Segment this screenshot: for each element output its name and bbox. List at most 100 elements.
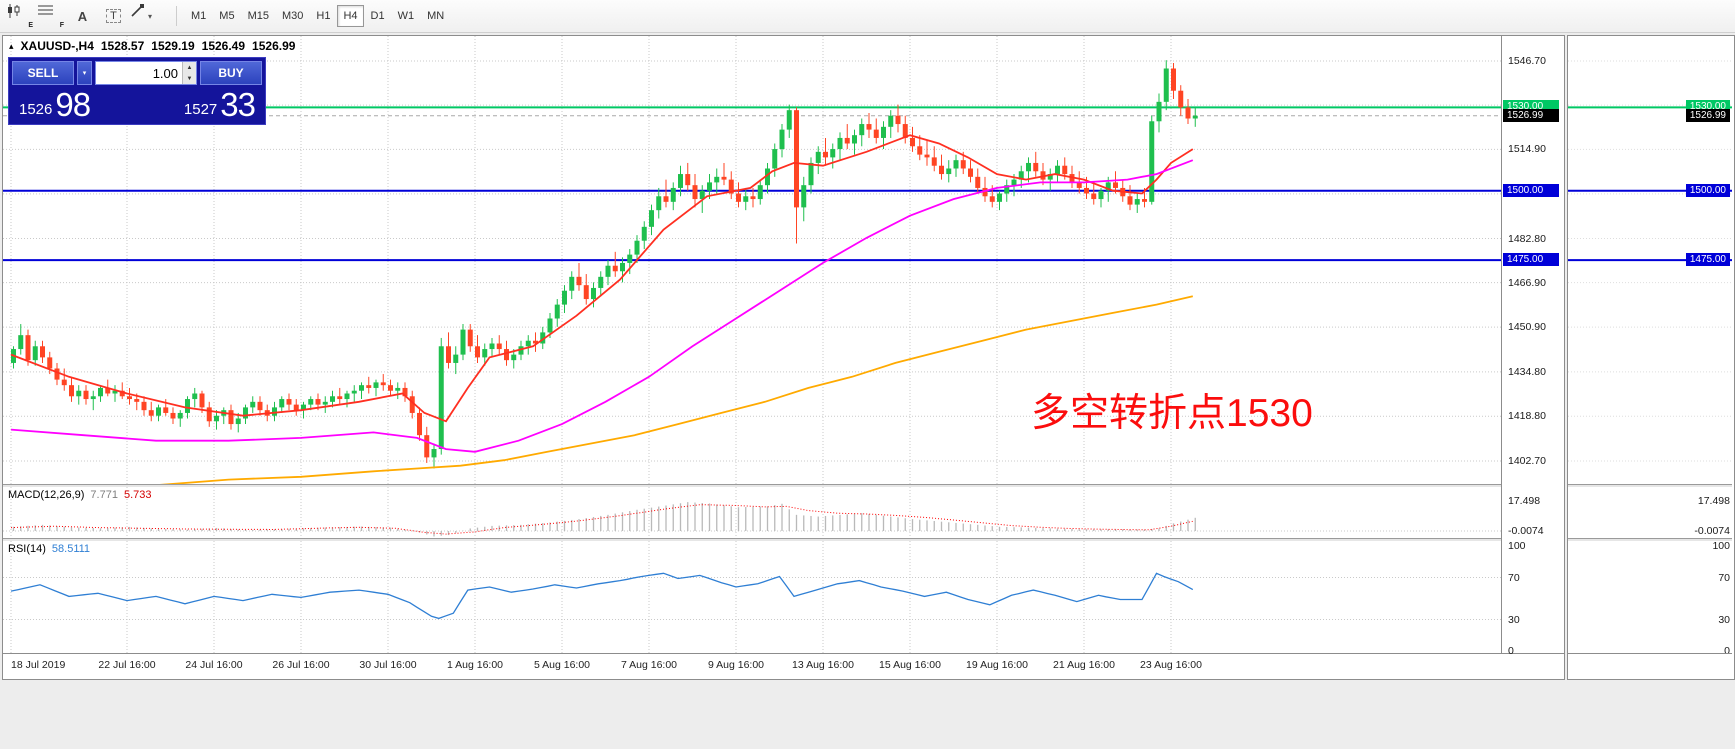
candlestick-chart-icon: [8, 4, 20, 18]
chart-grid-button[interactable]: F: [37, 3, 66, 29]
secondary-price-tag-1475.00: 1475.00: [1685, 253, 1730, 267]
time-axis[interactable]: 18 Jul 2019 22 Jul 16:00 24 Jul 16:00 26 Ju…: [3, 653, 1564, 679]
secondary-time-axis: [1568, 653, 1732, 679]
time-axis-label: 9 Aug 16:00: [707, 659, 765, 671]
macd-signal-line: [10, 504, 1193, 535]
chart-window-main[interactable]: ▴ XAUUSD-,H4 1528.57 1529.19 1526.49 152…: [2, 35, 1565, 680]
volume-up-icon[interactable]: ▲: [186, 64, 193, 71]
rsi-axis-label: 70: [1508, 571, 1520, 584]
symbol-header: ▴ XAUUSD-,H4 1528.57 1529.19 1526.49 152…: [9, 39, 295, 53]
volume-down-icon[interactable]: ▼: [186, 75, 193, 82]
tf-button-W1[interactable]: W1: [397, 10, 415, 22]
time-axis-label: 19 Aug 16:00: [966, 659, 1028, 671]
secondary-axis-labels: 1530.00 1500.00 1475.00 1526.99 17.498 -0.007…: [1568, 36, 1732, 657]
price-tag-1475.00: 1475.00: [1503, 253, 1559, 267]
price-axis-label: 1418.80: [1508, 410, 1546, 423]
time-axis-label: 7 Aug 16:00: [620, 659, 678, 671]
rsi-pane[interactable]: RSI(14) 58.5111: [3, 541, 1501, 653]
tf-button-M5[interactable]: M5: [219, 10, 235, 22]
sell-price-major: 1526: [19, 101, 53, 118]
chart-type-button[interactable]: E: [6, 3, 35, 29]
macd-axis-max: 17.498: [1508, 495, 1541, 508]
time-axis-label: 5 Aug 16:00: [533, 659, 591, 671]
ma-mid-line: [10, 159, 1194, 453]
rsi-axis-label: 0: [1508, 645, 1514, 657]
grid-icon: [38, 5, 53, 15]
price-pane[interactable]: ▴ XAUUSD-,H4 1528.57 1529.19 1526.49 152…: [3, 36, 1501, 484]
secondary-rsi-axis-label: 100: [1712, 540, 1730, 552]
time-axis-label: 18 Jul 2019: [11, 659, 66, 671]
time-axis-label: 26 Jul 16:00: [272, 659, 330, 671]
time-axis-label: 13 Aug 16:00: [792, 659, 854, 671]
price-axis-label: 1402.70: [1508, 455, 1546, 467]
label-tool-button[interactable]: T: [99, 3, 128, 29]
ohlc-high: 1529.19: [151, 39, 195, 53]
rsi-name: RSI(14): [8, 543, 46, 555]
candles: [11, 60, 1198, 469]
sell-button[interactable]: SELL: [12, 61, 74, 85]
price-axis[interactable]: 1546.70 1514.90 1482.80 1466.90 1450.90 1434.…: [1501, 36, 1564, 657]
buy-price[interactable]: 1527 33: [184, 86, 256, 123]
ma-fast-line: [10, 134, 1194, 423]
ma-slow-line: [159, 295, 1194, 484]
chart-annotation-text: 多空转折点1530: [1031, 392, 1313, 435]
main-chart-canvas[interactable]: [3, 36, 1501, 484]
chart-window-secondary[interactable]: 1530.00 1500.00 1475.00 1526.99 17.498 -0.007…: [1567, 35, 1735, 680]
macd-name: MACD(12,26,9): [8, 489, 85, 501]
tf-button-M1[interactable]: M1: [191, 10, 207, 22]
tf-button-M30[interactable]: M30: [281, 10, 304, 22]
time-axis-label: 23 Aug 16:00: [1140, 659, 1202, 671]
text-tool-button[interactable]: A: [68, 3, 97, 29]
time-axis-label: 21 Aug 16:00: [1053, 659, 1115, 671]
secondary-rsi-axis-label: 0: [1724, 645, 1730, 657]
ohlc-close: 1526.99: [252, 39, 296, 53]
tf-button-M15[interactable]: M15: [247, 10, 269, 22]
sell-price[interactable]: 1526 98: [19, 86, 91, 123]
time-axis-label: 30 Jul 16:00: [359, 659, 417, 671]
symbol-period-label: XAUUSD-,H4: [20, 39, 94, 53]
macd-pane[interactable]: MACD(12,26,9) 7.771 5.733: [3, 487, 1501, 538]
toolbar-separator: [176, 6, 177, 26]
pane-separator: [1568, 484, 1732, 487]
pane-separator[interactable]: [3, 484, 1564, 487]
buy-price-pips: 33: [220, 86, 256, 123]
macd-canvas: [3, 487, 1501, 538]
secondary-bid-tag: 1526.99: [1685, 109, 1730, 123]
price-axis-label: 1546.70: [1508, 55, 1546, 67]
draw-tool-caret: ▾: [147, 11, 152, 21]
macd-histogram: [12, 502, 1196, 537]
price-axis-label: 1450.90: [1508, 321, 1546, 334]
sell-price-pips: 98: [55, 86, 91, 123]
price-axis-label: 1466.90: [1508, 276, 1546, 289]
time-axis-label: 15 Aug 16:00: [879, 659, 941, 671]
price-axis-label: 1434.80: [1508, 365, 1546, 378]
one-click-toggle-icon[interactable]: ▴: [9, 40, 14, 51]
rsi-axis-label: 30: [1508, 613, 1520, 626]
macd-signal-value: 5.733: [123, 489, 152, 501]
volume-input[interactable]: [96, 62, 182, 84]
secondary-macd-axis-max: 17.498: [1697, 495, 1730, 508]
tf-button-H1[interactable]: H1: [316, 10, 331, 22]
time-axis-label: 1 Aug 16:00: [446, 659, 504, 671]
secondary-chart-canvas: [1568, 60, 1732, 462]
buy-button[interactable]: BUY: [200, 61, 262, 85]
ohlc-low: 1526.49: [201, 39, 246, 53]
time-axis-label: 22 Jul 16:00: [98, 659, 156, 671]
main-toolbar: E F A T ▾ M1 M5 M15 M30 H1 H4 D1 W1 MN: [0, 0, 1735, 33]
price-axis-label: 1514.90: [1508, 143, 1546, 156]
pencil-line-icon: [131, 4, 144, 17]
tf-button-D1[interactable]: D1: [370, 10, 385, 22]
volume-dropdown-icon[interactable]: ▾: [77, 61, 92, 85]
chart-grid-sub: F: [59, 22, 64, 29]
timeframe-group: M1 M5 M15 M30 H1 H4 D1 W1 MN: [185, 5, 450, 27]
rsi-label: RSI(14) 58.5111: [8, 543, 90, 555]
tf-button-H4[interactable]: H4: [337, 5, 364, 27]
pane-separator[interactable]: [3, 538, 1564, 541]
volume-field-wrap: ▲ ▼: [95, 61, 197, 85]
secondary-rsi-axis-label: 70: [1718, 571, 1730, 584]
workspace: ▴ XAUUSD-,H4 1528.57 1529.19 1526.49 152…: [0, 33, 1735, 749]
tf-button-MN[interactable]: MN: [427, 10, 445, 22]
macd-label: MACD(12,26,9) 7.771 5.733: [8, 489, 151, 501]
draw-tool-button[interactable]: ▾: [130, 3, 168, 29]
secondary-macd-axis-min: -0.0074: [1694, 525, 1730, 537]
